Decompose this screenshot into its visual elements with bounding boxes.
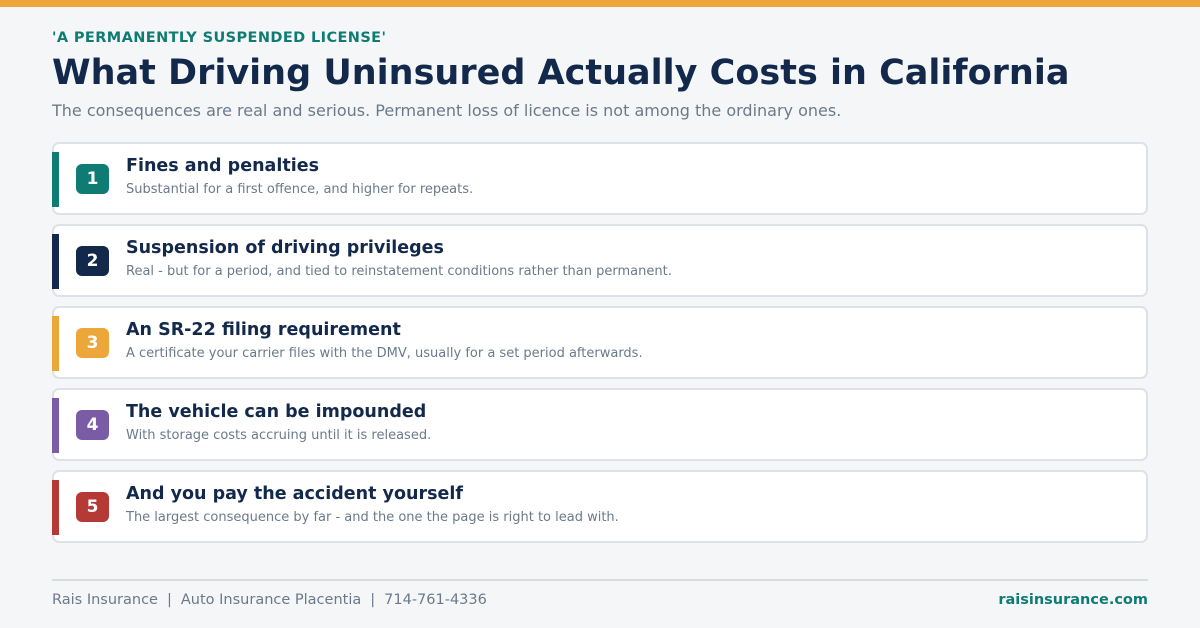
- card-title: And you pay the accident yourself: [126, 484, 463, 504]
- consequence-list: 1 Fines and penalties Substantial for a …: [52, 142, 1148, 552]
- consequence-card-accident: 5 And you pay the accident yourself The …: [52, 470, 1148, 543]
- number-badge: 1: [76, 164, 109, 194]
- card-accent-bar: [52, 398, 59, 453]
- number-badge: 4: [76, 410, 109, 440]
- card-title: An SR-22 filing requirement: [126, 320, 401, 340]
- number-badge: 2: [76, 246, 109, 276]
- footer-service: Auto Insurance Placentia: [180, 592, 362, 608]
- consequence-card-fines: 1 Fines and penalties Substantial for a …: [52, 142, 1148, 215]
- card-description: With storage costs accruing until it is …: [126, 428, 432, 443]
- footer-divider: [52, 579, 1148, 581]
- footer-phone[interactable]: 714-761-4336: [384, 592, 487, 608]
- card-accent-bar: [52, 480, 59, 535]
- footer-info: Rais Insurance | Auto Insurance Placentia |…: [52, 592, 487, 608]
- card-title: Suspension of driving privileges: [126, 238, 444, 258]
- card-accent-bar: [52, 152, 59, 207]
- card-accent-bar: [52, 316, 59, 371]
- card-description: The largest consequence by far - and the…: [126, 510, 619, 525]
- consequence-card-suspension: 2 Suspension of driving privileges Real …: [52, 224, 1148, 297]
- card-description: Real - but for a period, and tied to rei…: [126, 264, 672, 279]
- page-title: What Driving Uninsured Actually Costs in…: [52, 53, 1070, 93]
- consequence-card-impound: 4 The vehicle can be impounded With stor…: [52, 388, 1148, 461]
- page-subtitle: The consequences are real and serious. P…: [52, 101, 842, 120]
- footer-separator: |: [370, 592, 376, 608]
- consequence-card-sr22: 3 An SR-22 filing requirement A certific…: [52, 306, 1148, 379]
- card-title: The vehicle can be impounded: [126, 402, 427, 422]
- card-accent-bar: [52, 234, 59, 289]
- eyebrow-label: 'A PERMANENTLY SUSPENDED LICENSE': [52, 30, 387, 46]
- number-badge: 3: [76, 328, 109, 358]
- top-accent-bar: [0, 0, 1200, 7]
- card-description: Substantial for a first offence, and hig…: [126, 182, 474, 197]
- footer-company: Rais Insurance: [52, 592, 158, 608]
- footer-website-link[interactable]: raisinsurance.com: [998, 592, 1148, 608]
- number-badge: 5: [76, 492, 109, 522]
- card-description: A certificate your carrier files with th…: [126, 346, 643, 361]
- footer-separator: |: [166, 592, 172, 608]
- card-title: Fines and penalties: [126, 156, 319, 176]
